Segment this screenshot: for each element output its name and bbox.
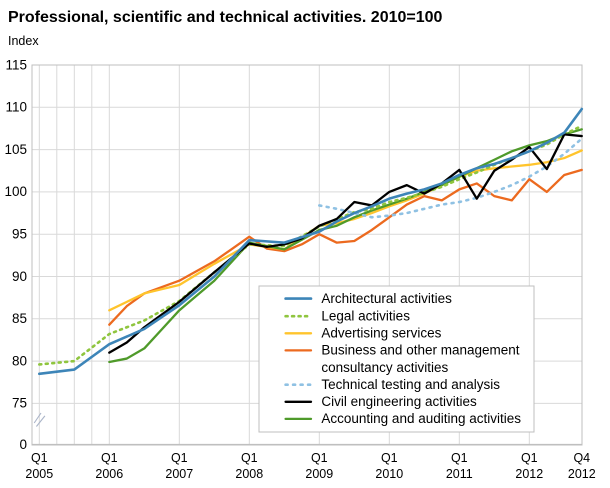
svg-text:105: 105	[4, 142, 27, 157]
svg-text:Q1: Q1	[521, 451, 538, 465]
svg-text:2005: 2005	[25, 467, 53, 481]
svg-text:85: 85	[12, 311, 27, 326]
svg-text:Civil engineering activities: Civil engineering activities	[321, 394, 477, 409]
svg-text:2012: 2012	[515, 467, 543, 481]
svg-text:75: 75	[12, 396, 27, 411]
svg-text:Q4: Q4	[573, 451, 590, 465]
svg-text:Q1: Q1	[31, 451, 48, 465]
svg-text:100: 100	[4, 184, 27, 199]
svg-text:95: 95	[12, 227, 27, 242]
svg-text:Legal activities: Legal activities	[321, 309, 410, 324]
svg-text:Business and other management: Business and other management	[321, 343, 519, 358]
svg-text:110: 110	[5, 100, 27, 115]
svg-text:115: 115	[5, 57, 27, 72]
svg-text:Architectural activities: Architectural activities	[321, 291, 452, 306]
svg-text:Q1: Q1	[451, 451, 468, 465]
svg-text:consultancy activities: consultancy activities	[321, 360, 448, 375]
svg-text:2009: 2009	[305, 467, 333, 481]
svg-text:Advertising services: Advertising services	[321, 326, 441, 341]
svg-text:2012: 2012	[568, 467, 596, 481]
svg-text:2010: 2010	[375, 467, 403, 481]
svg-text:2006: 2006	[95, 467, 123, 481]
svg-text:Q1: Q1	[241, 451, 258, 465]
svg-text:Q1: Q1	[101, 451, 118, 465]
svg-text:2007: 2007	[165, 467, 193, 481]
svg-text:Q1: Q1	[381, 451, 398, 465]
svg-text:Q1: Q1	[311, 451, 328, 465]
svg-text:Q1: Q1	[171, 451, 188, 465]
svg-text:Accounting and auditing activi: Accounting and auditing activities	[321, 411, 521, 426]
svg-text:2008: 2008	[235, 467, 263, 481]
svg-text:2011: 2011	[446, 467, 473, 481]
svg-text:80: 80	[12, 353, 27, 368]
svg-text:Technical testing and analysis: Technical testing and analysis	[321, 377, 500, 392]
svg-text:0: 0	[19, 437, 27, 452]
svg-text:90: 90	[12, 269, 27, 284]
